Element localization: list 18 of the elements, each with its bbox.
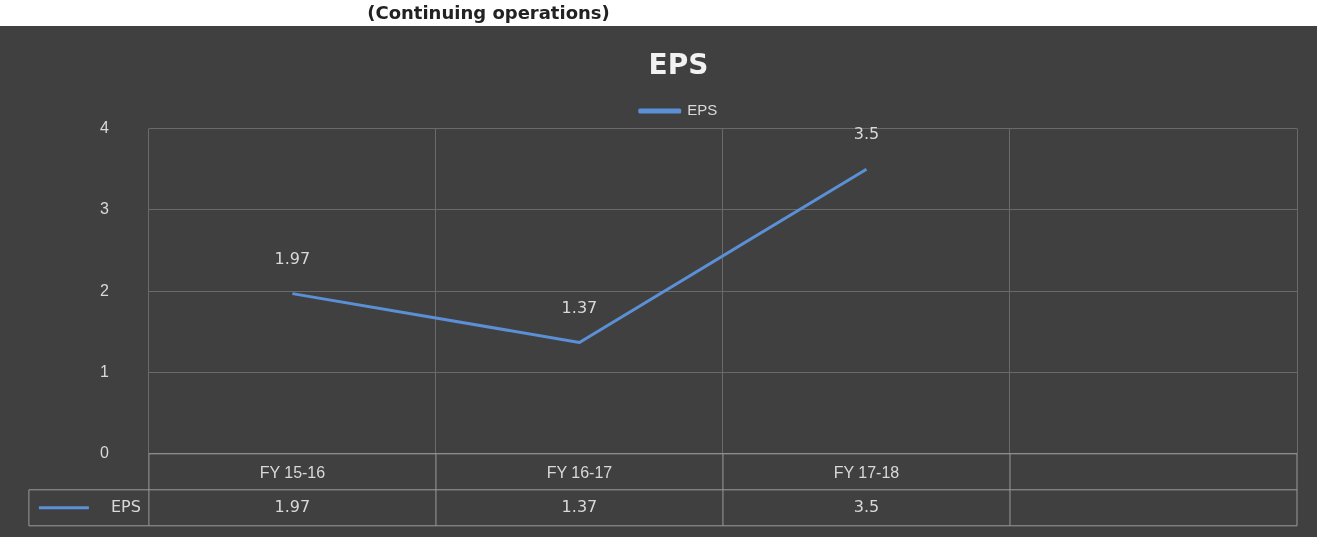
data-label: 1.37 [561, 297, 598, 317]
legend-label: EPS [687, 101, 718, 119]
y-tick-label: 0 [99, 444, 109, 462]
x-tick-label: FY 17-18 [833, 463, 900, 481]
chart-title: EPS [648, 48, 709, 82]
y-tick-label: 3 [99, 200, 109, 218]
text: EPS [110, 496, 141, 516]
data-label: 3.5 [853, 124, 880, 144]
y-tick-label: 1 [99, 362, 109, 380]
data-label: 1.97 [274, 248, 311, 268]
y-tick-label: 2 [99, 281, 109, 299]
text: (Continuing operations) [366, 1, 611, 25]
text: 3.5 [853, 496, 880, 516]
x-tick-label: FY 15-16 [259, 463, 326, 481]
x-tick-label: FY 16-17 [546, 463, 613, 481]
text: 1.97 [274, 496, 311, 516]
text: 1.37 [561, 496, 598, 516]
y-tick-label: 4 [99, 119, 109, 137]
